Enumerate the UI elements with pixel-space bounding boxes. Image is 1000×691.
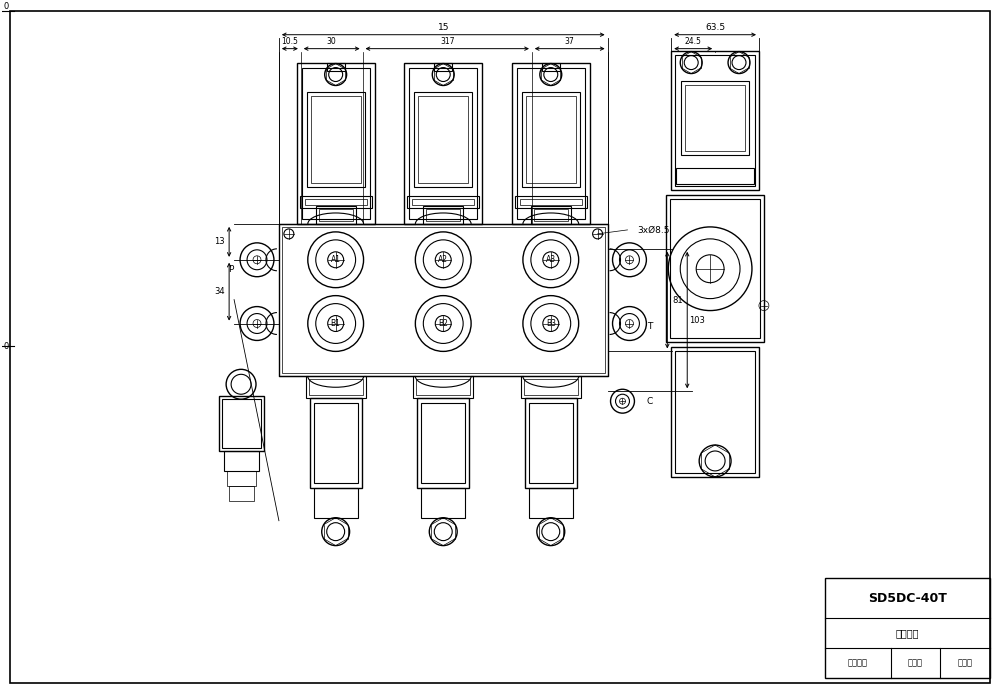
- Bar: [522, 93, 580, 187]
- Text: 图纸编号: 图纸编号: [896, 628, 919, 638]
- Text: B3: B3: [546, 319, 556, 328]
- Bar: [310, 398, 362, 488]
- Text: B2: B2: [438, 319, 448, 328]
- Bar: [414, 93, 472, 187]
- Text: T: T: [647, 322, 652, 331]
- Bar: [517, 68, 585, 219]
- Text: A3: A3: [546, 255, 556, 264]
- Text: 34: 34: [214, 287, 224, 296]
- Bar: [409, 68, 477, 219]
- Text: SD5DC-40T: SD5DC-40T: [868, 592, 947, 605]
- Text: 24.5: 24.5: [685, 37, 702, 46]
- Bar: [515, 196, 587, 208]
- Text: B1: B1: [331, 319, 341, 328]
- Bar: [306, 377, 366, 398]
- Bar: [282, 227, 605, 373]
- Text: P: P: [228, 265, 234, 274]
- Bar: [685, 84, 745, 151]
- Bar: [319, 209, 353, 221]
- Text: 3xØ8.5: 3xØ8.5: [637, 225, 670, 234]
- Bar: [307, 93, 365, 187]
- Text: 10.5: 10.5: [281, 37, 298, 46]
- Bar: [520, 199, 582, 205]
- Text: A1: A1: [331, 255, 341, 264]
- Text: 81: 81: [672, 296, 683, 305]
- Bar: [676, 168, 754, 184]
- Bar: [512, 63, 590, 224]
- Bar: [521, 377, 581, 398]
- Bar: [423, 206, 463, 224]
- Bar: [297, 63, 375, 224]
- Text: 设备标记: 设备标记: [848, 659, 868, 668]
- Text: 63.5: 63.5: [705, 23, 725, 32]
- Bar: [417, 398, 469, 488]
- Text: 15: 15: [437, 23, 449, 32]
- Text: A2: A2: [438, 255, 448, 264]
- Bar: [413, 377, 473, 398]
- Bar: [675, 352, 755, 473]
- Text: 0: 0: [3, 342, 9, 351]
- Bar: [279, 224, 608, 377]
- Bar: [314, 488, 358, 518]
- Bar: [421, 488, 465, 518]
- Bar: [227, 471, 256, 486]
- Bar: [526, 97, 576, 183]
- Text: C: C: [646, 397, 653, 406]
- Bar: [407, 196, 479, 208]
- Text: 103: 103: [689, 316, 705, 325]
- Bar: [229, 486, 254, 501]
- Bar: [681, 81, 749, 155]
- Bar: [675, 55, 755, 186]
- Bar: [305, 199, 367, 205]
- Bar: [224, 451, 259, 471]
- Bar: [524, 379, 578, 395]
- Text: 30: 30: [327, 37, 337, 46]
- Bar: [311, 97, 361, 183]
- Bar: [670, 199, 760, 339]
- Bar: [525, 398, 577, 488]
- Bar: [219, 396, 264, 451]
- Bar: [222, 399, 261, 448]
- Bar: [302, 68, 370, 219]
- Bar: [671, 50, 759, 190]
- Text: 版本号: 版本号: [958, 659, 973, 668]
- Bar: [404, 63, 482, 224]
- Bar: [418, 97, 468, 183]
- Text: 版本号: 版本号: [908, 659, 923, 668]
- Text: 317: 317: [440, 37, 454, 46]
- Bar: [426, 209, 460, 221]
- Bar: [412, 199, 474, 205]
- Bar: [529, 403, 573, 483]
- Bar: [542, 63, 560, 70]
- Bar: [825, 578, 990, 678]
- Bar: [529, 488, 573, 518]
- Bar: [421, 403, 465, 483]
- Bar: [671, 348, 759, 477]
- Bar: [534, 209, 568, 221]
- Text: 0: 0: [3, 2, 9, 11]
- Bar: [666, 195, 764, 343]
- Bar: [300, 196, 372, 208]
- Bar: [434, 63, 452, 70]
- Bar: [531, 206, 571, 224]
- Bar: [309, 379, 363, 395]
- Bar: [316, 206, 356, 224]
- Text: 37: 37: [565, 37, 575, 46]
- Bar: [416, 379, 470, 395]
- Text: 13: 13: [214, 237, 224, 247]
- Bar: [314, 403, 358, 483]
- Bar: [327, 63, 345, 70]
